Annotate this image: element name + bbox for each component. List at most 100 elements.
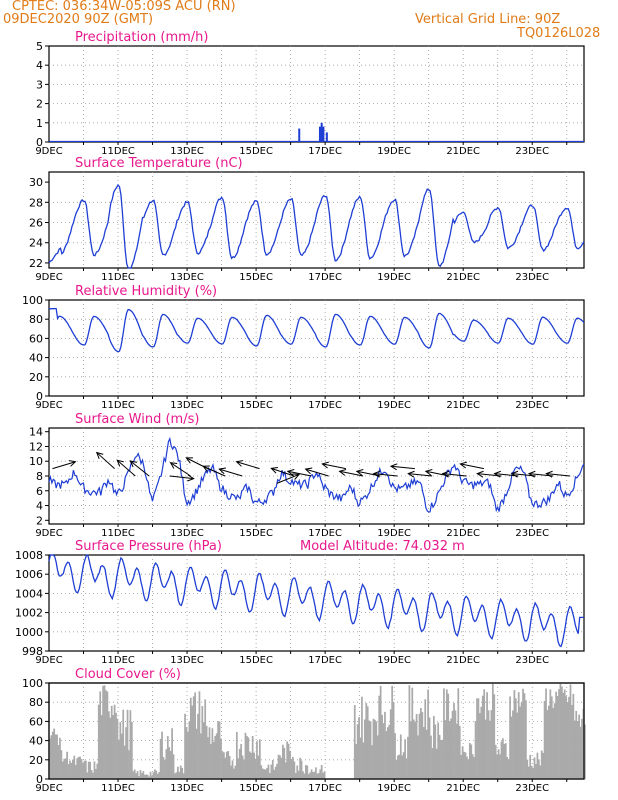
cloud-bar [409, 721, 412, 779]
wind-arrow [338, 469, 364, 477]
cloud-bar [535, 763, 537, 779]
x-tick-label: 17DEC [308, 783, 342, 794]
cloud-bar [353, 705, 356, 779]
panel-title: Surface Wind (m/s) [75, 412, 199, 427]
cloud-bar [376, 735, 379, 779]
cloud-bar [146, 774, 149, 779]
cloud-bar [194, 692, 196, 779]
cloud-bar [563, 689, 566, 779]
cloud-bar [59, 737, 61, 779]
cloud-bar [185, 727, 188, 779]
cloud-bar [95, 768, 97, 779]
cloud-bar [119, 722, 122, 779]
cloud-bar [49, 738, 51, 779]
y-tick-label: 12 [29, 440, 43, 453]
cloud-bar [578, 714, 580, 779]
cloud-bar [552, 707, 555, 779]
cloud-bar [281, 744, 284, 779]
x-tick-label: 15DEC [239, 783, 273, 794]
cloud-bar [371, 745, 373, 779]
cloud-bar [53, 728, 56, 779]
cloud-bar [67, 764, 70, 779]
x-tick-label: 13DEC [170, 528, 204, 539]
cloud-bar [241, 755, 244, 779]
panel-frame [48, 171, 585, 269]
cloud-bar [201, 706, 204, 779]
cloud-bar [391, 685, 394, 779]
y-tick-label: 28 [29, 196, 43, 209]
y-tick-label: 14 [29, 426, 43, 439]
cloud-bar [399, 734, 402, 779]
cloud-bar [382, 723, 385, 779]
y-tick-label: 40 [29, 735, 43, 748]
cloud-bar [182, 773, 185, 779]
cloud-bar [264, 769, 267, 779]
precip-bar [325, 132, 328, 142]
cloud-bar [188, 721, 191, 779]
wind-arrow [321, 461, 346, 470]
wind-arrow [95, 451, 115, 469]
y-tick-label: 60 [29, 715, 43, 728]
cloud-bar [453, 703, 455, 779]
x-tick-label: 19DEC [377, 528, 411, 539]
cloud-bar [237, 758, 240, 779]
x-tick-label: 9DEC [35, 655, 62, 666]
y-tick-label: 20 [29, 371, 43, 384]
header-run-date: 09DEC2020 90Z (GMT) [3, 12, 154, 27]
cloud-bar [164, 759, 166, 779]
cloud-bar [128, 750, 130, 779]
cloud-bar [123, 745, 126, 779]
x-tick-label: 17DEC [308, 146, 342, 157]
cloud-bar [407, 736, 409, 779]
cloud-bar [312, 772, 314, 779]
cloud-bar [566, 702, 569, 779]
wind-arrow [202, 465, 226, 477]
cloud-bar [306, 765, 309, 779]
y-tick-label: 60 [29, 332, 43, 345]
x-tick-label: 9DEC [35, 783, 62, 794]
cloud-bar [215, 733, 218, 779]
cloud-bar [76, 758, 79, 779]
panel-2: 22 24 26 28 30 9DEC 11DEC 13DEC 15DEC 17DEC 19DEC 2… [29, 156, 585, 283]
cloud-bar [276, 763, 278, 779]
cloud-bar [250, 752, 253, 779]
cloud-bar [112, 715, 115, 779]
wind-arrow [407, 470, 433, 478]
cloud-bar [83, 760, 86, 779]
x-tick-label: 11DEC [101, 655, 135, 666]
cloud-bar [261, 768, 264, 779]
cloud-bar [421, 712, 424, 779]
cloud-bar [192, 696, 195, 779]
x-tick-label: 23DEC [515, 146, 549, 157]
cloud-bar [415, 714, 418, 779]
cloud-bar [559, 683, 562, 779]
cloud-bar [297, 770, 300, 779]
cloud-bar [491, 683, 494, 779]
cloud-bar [234, 765, 237, 779]
cloud-bar [516, 712, 519, 779]
cloud-bar [166, 736, 169, 779]
cloud-bar [159, 738, 162, 779]
cloud-bar [57, 745, 60, 779]
cloud-bar [247, 737, 250, 779]
cloud-bar [395, 759, 398, 779]
cloud-bar [487, 710, 490, 779]
cloud-bar [467, 759, 470, 779]
cloud-bar [260, 765, 263, 779]
wind-arrow [270, 466, 295, 477]
cloud-bar [283, 747, 286, 779]
cloud-bar [82, 762, 84, 779]
x-tick-label: 17DEC [308, 655, 342, 666]
cloud-bar [89, 761, 92, 779]
cloud-bar [125, 727, 127, 779]
cloud-bar [212, 741, 215, 779]
cloud-bar [315, 767, 317, 779]
cloud-bar [355, 744, 358, 779]
cloud-bar [294, 773, 297, 779]
cloud-bar [456, 723, 458, 779]
cloud-bar [468, 742, 471, 779]
cloud-bar [179, 765, 182, 779]
x-tick-label: 23DEC [515, 655, 549, 666]
cloud-bar [375, 721, 378, 779]
cloud-bar [156, 773, 159, 779]
